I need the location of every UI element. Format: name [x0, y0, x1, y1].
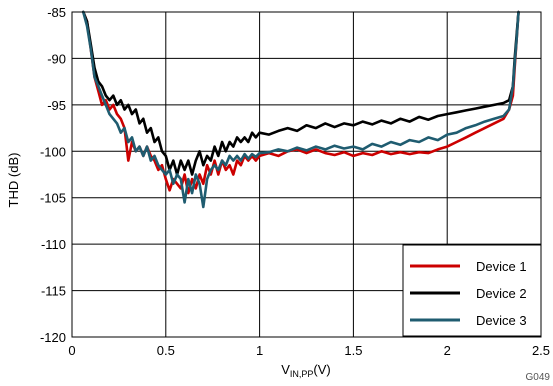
figure-code: G049 — [526, 372, 551, 383]
y-tick-label: -110 — [41, 237, 66, 252]
y-tick-label: -90 — [47, 51, 66, 66]
x-tick-label: 1.5 — [344, 343, 362, 358]
series-line-device-1 — [82, 10, 520, 195]
legend-label-device-1: Device 1 — [476, 259, 527, 274]
x-tick-label: 2.5 — [532, 343, 550, 358]
y-tick-label: -95 — [47, 98, 66, 113]
x-tick-label: 2 — [444, 343, 451, 358]
y-tick-label: -85 — [47, 5, 66, 20]
y-tick-label: -120 — [40, 330, 66, 345]
x-tick-label: 0.5 — [157, 343, 175, 358]
y-axis-label: THD (dB) — [6, 153, 21, 208]
legend-label-device-2: Device 2 — [476, 286, 527, 301]
x-axis-label-main: V — [281, 362, 290, 377]
plot-frame — [71, 11, 542, 338]
x-axis-label-unit: (V) — [313, 362, 330, 377]
series-layer — [82, 10, 520, 209]
series-line-device-3 — [82, 10, 520, 209]
legend: Device 1 Device 2 Device 3 — [402, 244, 542, 337]
x-tick-label: 0 — [68, 343, 75, 358]
series-line-device-2 — [82, 10, 520, 176]
x-axis-label-sub: IN,PP — [290, 369, 314, 379]
y-tick-label: -105 — [40, 191, 66, 206]
legend-label-device-3: Device 3 — [476, 313, 527, 328]
x-axis-label: VIN,PP(V) — [281, 362, 331, 379]
y-tick-label: -115 — [41, 284, 66, 299]
y-tick-label: -100 — [40, 144, 66, 159]
x-tick-label: 1 — [256, 343, 263, 358]
tick-labels: 0 0.5 1 1.5 2 2.5 -85 -90 -95 -100 -105 -110 -115 -12… — [40, 5, 550, 358]
